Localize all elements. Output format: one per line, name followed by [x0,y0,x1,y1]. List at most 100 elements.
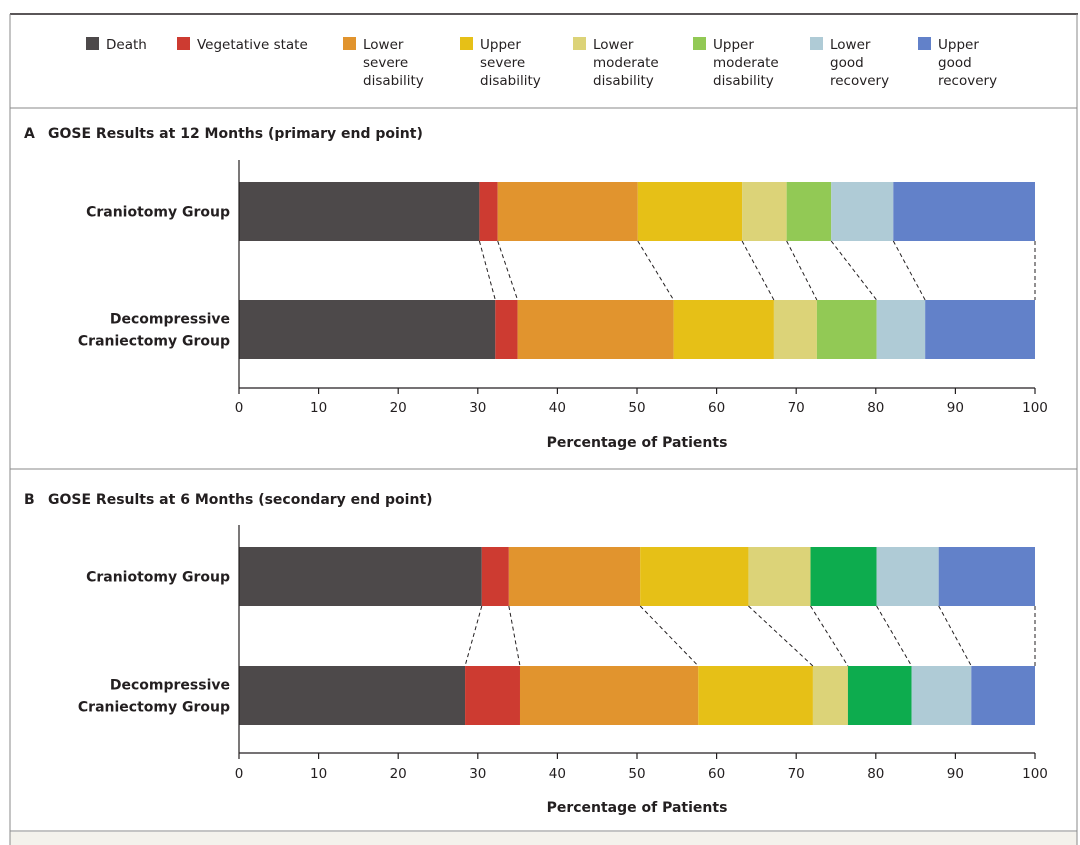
group-label: Craniectomy Group [78,334,230,350]
bar-segment [893,182,1035,241]
bar-segment [786,182,832,241]
legend-label-upper_moderate: moderate [713,55,779,71]
boundary-connector [786,240,818,301]
bar-segment [517,300,674,359]
legend-label-lower_severe: disability [363,73,424,89]
x-tick-label: 70 [788,766,805,782]
legend-label-vegetative: Vegetative state [197,37,308,53]
bar-segment [640,547,749,606]
panel-a: A GOSE Results at 12 Months (primary end … [24,126,1048,451]
bar-segment [876,547,939,606]
x-tick-label: 80 [867,400,884,416]
boundary-connector [748,605,814,667]
x-tick-label: 60 [708,400,725,416]
boundary-connector [639,605,699,667]
x-tick-label: 0 [235,400,244,416]
bar-segment [465,666,520,725]
legend-label-upper_moderate: disability [713,73,774,89]
legend-swatch-vegetative [177,37,190,50]
panel-b: B GOSE Results at 6 Months (secondary end… [24,492,1048,816]
group-label: Craniotomy Group [86,570,230,586]
legend-label-death: Death [106,37,147,53]
bar-segment [239,547,482,606]
x-tick-label: 100 [1022,400,1048,416]
bar-segment [773,300,817,359]
x-tick-label: 60 [708,766,725,782]
legend-label-lower_moderate: Lower [593,37,634,53]
legend-label-lower_severe: Lower [363,37,404,53]
bar-segment [810,547,877,606]
bar-segment [925,300,1035,359]
group-label: Decompressive [110,312,230,328]
x-tick-label: 90 [947,400,964,416]
x-tick-label: 40 [549,400,566,416]
legend-label-lower_severe: severe [363,55,408,71]
group-label: Decompressive [110,678,230,694]
legend-label-lower_moderate: moderate [593,55,659,71]
bar-segment [481,547,509,606]
bar-segment [508,547,641,606]
boundary-connector [637,240,675,301]
legend-swatch-lower_good [810,37,823,50]
x-axis-title: Percentage of Patients [547,800,728,816]
boundary-connector [830,240,877,301]
legend-label-upper_severe: Upper [480,37,521,53]
bar-segment [847,666,912,725]
bar-segment [748,547,811,606]
bar-segment [876,300,926,359]
bar-segment [519,666,699,725]
bar-segment [497,182,638,241]
boundary-connector [892,240,926,301]
boundary-connector [938,605,972,667]
panel-title: GOSE Results at 12 Months (primary end p… [48,126,423,142]
legend-label-upper_good: recovery [938,73,997,89]
bar-segment [911,666,972,725]
bar-segment [479,182,498,241]
x-tick-label: 20 [390,766,407,782]
boundary-connector [741,240,775,301]
legend: Death Vegetative state Lower severe disabili… [86,37,997,89]
x-tick-label: 50 [628,766,645,782]
bar-segment [971,666,1035,725]
x-tick-label: 100 [1022,766,1048,782]
x-axis-title: Percentage of Patients [547,435,728,451]
x-tick-label: 90 [947,766,964,782]
legend-swatch-upper_good [918,37,931,50]
x-tick-label: 10 [310,400,327,416]
legend-swatch-lower_moderate [573,37,586,50]
boundary-connector [478,240,496,301]
legend-swatch-lower_severe [343,37,356,50]
legend-label-lower_good: Lower [830,37,871,53]
legend-label-upper_moderate: Upper [713,37,754,53]
group-label: Craniotomy Group [86,205,230,221]
legend-label-upper_severe: severe [480,55,525,71]
bar-segment [698,666,813,725]
panel-letter: A [24,126,35,142]
bar-segment [239,666,466,725]
bar-segment [812,666,848,725]
x-tick-label: 10 [310,766,327,782]
x-tick-label: 20 [390,400,407,416]
x-tick-label: 70 [788,400,805,416]
x-tick-label: 80 [867,766,884,782]
panel-title: GOSE Results at 6 Months (secondary end … [48,492,433,508]
caption-area [10,832,1077,845]
bar-segment [831,182,894,241]
bar-segment [816,300,877,359]
bar-segment [742,182,787,241]
bar-segment [637,182,743,241]
x-tick-label: 40 [549,766,566,782]
x-tick-label: 0 [235,766,244,782]
x-tick-label: 50 [628,400,645,416]
boundary-connector [464,605,483,667]
legend-swatch-upper_moderate [693,37,706,50]
x-tick-label: 30 [469,400,486,416]
bar-segment [673,300,774,359]
legend-label-lower_good: good [830,55,864,71]
legend-label-upper_severe: disability [480,73,541,89]
legend-label-upper_good: Upper [938,37,979,53]
legend-label-lower_moderate: disability [593,73,654,89]
bar-segment [239,182,480,241]
group-label: Craniectomy Group [78,700,230,716]
